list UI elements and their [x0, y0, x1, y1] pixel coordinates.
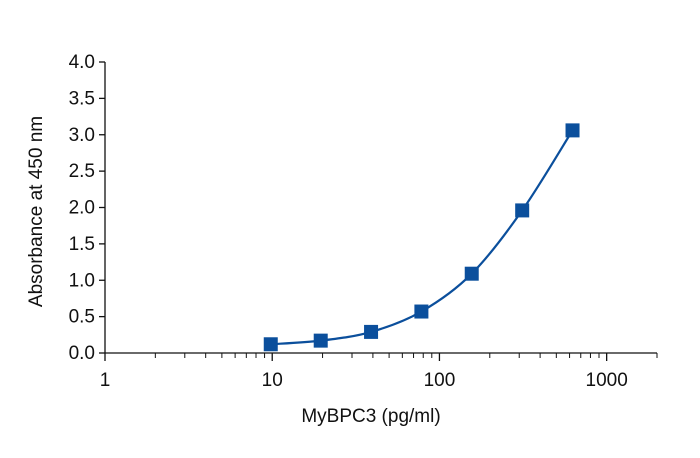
y-tick-label: 3.0: [69, 125, 95, 146]
data-point: [565, 123, 580, 138]
data-point: [313, 333, 328, 348]
x-tick-label: 1000: [586, 370, 628, 391]
y-tick-label: 0.0: [69, 343, 95, 364]
y-axis-label: Absorbance at 450 nm: [26, 116, 47, 307]
x-tick-label: 10: [262, 370, 283, 391]
y-tick-label: 1.0: [69, 270, 95, 291]
data-point: [464, 266, 479, 281]
x-axis-label: MyBPC3 (pg/ml): [301, 406, 440, 427]
data-point: [414, 304, 429, 319]
data-point: [364, 324, 379, 339]
x-tick-label: 100: [424, 370, 456, 391]
data-point: [263, 337, 278, 352]
y-tick-label: 1.5: [69, 234, 95, 255]
data-points: [263, 123, 580, 352]
y-tick-label: 0.5: [69, 307, 95, 328]
y-tick-label: 4.0: [69, 52, 95, 73]
y-tick-label: 2.5: [69, 161, 95, 182]
x-tick-label: 1: [100, 370, 111, 391]
data-point: [515, 203, 530, 218]
y-tick-label: 2.0: [69, 198, 95, 219]
ticks: 0.0 0.5 1.0 1.5 2.0 2.5 3.0 3.5 4.0 1 10 100 1000: [69, 52, 658, 391]
y-tick-label: 3.5: [69, 88, 95, 109]
axes: [104, 62, 657, 354]
